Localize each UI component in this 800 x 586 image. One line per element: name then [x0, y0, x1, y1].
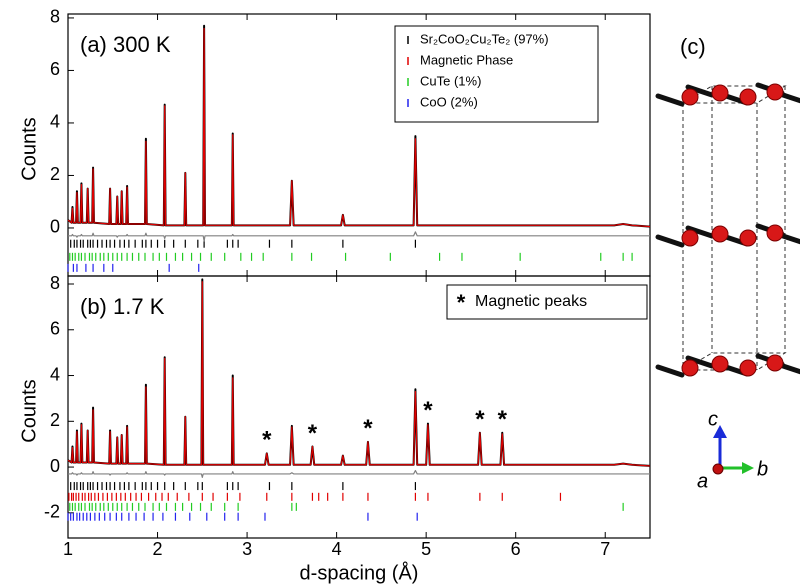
atom [739, 88, 757, 106]
y-axis-label: Counts [18, 379, 40, 442]
axis-b-label: b [757, 458, 768, 480]
atom [766, 224, 784, 242]
atom [711, 84, 729, 102]
axes-icon [712, 425, 754, 475]
y-tick-label: 8 [50, 7, 60, 27]
legend-label: Magnetic Phase [420, 52, 513, 67]
x-axis-label: d-spacing (Å) [300, 561, 419, 584]
y-tick-label: 4 [50, 112, 60, 132]
peak-marker: * [262, 427, 272, 454]
plot-frame [67, 275, 651, 539]
marker-legend-box [446, 284, 648, 320]
atom [711, 225, 729, 243]
y-tick-label: 2 [50, 410, 60, 430]
y-tick-label: 8 [50, 273, 60, 293]
legend-label: CuTe (1%) [420, 73, 481, 88]
bond [655, 93, 685, 107]
marker-legend-symbol: * [457, 290, 466, 315]
bond [685, 84, 715, 98]
bond [685, 355, 715, 369]
x-tick-label: 7 [600, 539, 610, 559]
x-tick-label: 1 [63, 539, 73, 559]
axis-c-label: c [708, 408, 718, 430]
atom-layers [655, 82, 800, 378]
atom [681, 359, 699, 377]
x-tick-label: 2 [153, 539, 163, 559]
plots: 0 2 4 6 8 Counts (a) 300 K Sr₂CoO₂Cu₂Te₂ (97%) M… [18, 7, 651, 584]
panel-label: (b) 1.7 K [80, 294, 165, 319]
peak-marker: * [475, 406, 485, 433]
atom [739, 229, 757, 247]
axis-a-label: a [697, 470, 708, 492]
bond [780, 233, 800, 245]
x-tick-label: 6 [511, 539, 521, 559]
bond [655, 234, 685, 248]
profile-line [68, 469, 650, 478]
crystal-structure: (c) c a b [655, 34, 800, 492]
bond [685, 225, 715, 239]
profile-line [67, 27, 651, 228]
atom [739, 359, 757, 377]
atom [681, 88, 699, 106]
y-tick-label: -2 [44, 502, 60, 522]
peak-marker: * [498, 406, 508, 433]
x-tick-label: 4 [332, 539, 342, 559]
x-tick-label: 3 [242, 539, 252, 559]
x-tick-label: 5 [421, 539, 431, 559]
atom [681, 229, 699, 247]
y-tick-label: 0 [50, 456, 60, 476]
atom [766, 354, 784, 372]
legend-label: Sr₂CoO₂Cu₂Te₂ (97%) [420, 31, 549, 46]
peak-marker: * [363, 415, 373, 442]
bond [780, 363, 800, 375]
y-tick-label: 4 [50, 364, 60, 384]
marker-legend-label: Magnetic peaks [475, 293, 587, 310]
atom [766, 83, 784, 101]
bond [780, 92, 800, 104]
panel: 0 2 4 6 8 Counts (a) 300 K Sr₂CoO₂Cu₂Te₂ (97%) M… [18, 7, 651, 277]
y-tick-label: 2 [50, 164, 60, 184]
y-tick-label: 6 [50, 319, 60, 339]
panel: -2 0 2 4 6 8 1 2 3 4 5 6 7 d-spacing (Å) Counts (b) 1.7… [18, 273, 651, 584]
peak-marker: * [308, 420, 318, 447]
legend-label: CoO (2%) [420, 94, 478, 109]
profile-line [67, 281, 651, 467]
peak-marker: * [423, 397, 433, 424]
legend-box [394, 25, 599, 123]
bond [655, 364, 685, 378]
panel-label: (c) [680, 34, 706, 59]
y-tick-label: 0 [50, 217, 60, 237]
y-tick-label: 6 [50, 59, 60, 79]
profile-line [68, 231, 650, 242]
panel-label: (a) 300 K [80, 32, 171, 57]
y-axis-label: Counts [18, 117, 40, 180]
atom [711, 355, 729, 373]
